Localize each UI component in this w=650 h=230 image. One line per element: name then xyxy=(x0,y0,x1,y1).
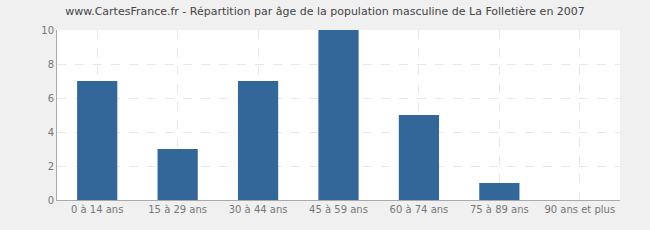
svg-text:45 à 59 ans: 45 à 59 ans xyxy=(309,204,368,215)
svg-text:6: 6 xyxy=(48,93,54,104)
svg-text:2: 2 xyxy=(48,161,54,172)
svg-text:10: 10 xyxy=(41,25,54,36)
svg-text:30 à 44 ans: 30 à 44 ans xyxy=(229,204,288,215)
svg-text:0 à 14 ans: 0 à 14 ans xyxy=(71,204,123,215)
svg-text:4: 4 xyxy=(48,127,54,138)
svg-text:0: 0 xyxy=(48,195,54,206)
svg-text:8: 8 xyxy=(48,59,54,70)
svg-text:90 ans et plus: 90 ans et plus xyxy=(544,204,615,215)
svg-text:15 à 29 ans: 15 à 29 ans xyxy=(148,204,207,215)
svg-text:60 à 74 ans: 60 à 74 ans xyxy=(390,204,449,215)
svg-text:75 à 89 ans: 75 à 89 ans xyxy=(470,204,529,215)
svg-text:www.CartesFrance.fr - Répartit: www.CartesFrance.fr - Répartition par âg… xyxy=(65,5,585,18)
